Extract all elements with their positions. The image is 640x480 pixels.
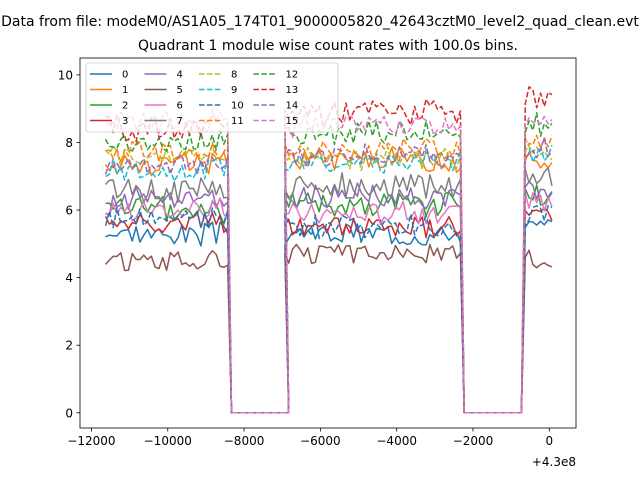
legend-label-7: 7	[177, 116, 183, 127]
x-axis: −12000 −10000 −8000 −6000 −4000 −2000 0	[67, 428, 553, 448]
y-tick-label: 2	[65, 339, 73, 353]
y-tick-label: 0	[65, 406, 73, 420]
x-tick-label: −2000	[453, 434, 494, 448]
y-tick-label: 6	[65, 204, 73, 218]
y-tick-label: 4	[65, 271, 73, 285]
legend-label-15: 15	[286, 116, 299, 127]
x-tick-label: −4000	[376, 434, 417, 448]
series-line-14	[104, 137, 553, 414]
legend-label-12: 12	[286, 70, 299, 81]
legend-label-9: 9	[231, 85, 237, 96]
legend-label-0: 0	[122, 70, 128, 81]
legend-label-3: 3	[122, 116, 128, 127]
legend-label-4: 4	[177, 70, 183, 81]
y-axis: 0 2 4 6 8 10	[58, 68, 80, 420]
axes-frame	[79, 57, 577, 429]
legend-label-8: 8	[231, 70, 237, 81]
x-tick-label: −12000	[67, 434, 115, 448]
legend-frame	[85, 62, 339, 133]
axes-title: Quadrant 1 module wise count rates with …	[138, 38, 518, 54]
x-tick-label: −6000	[300, 434, 341, 448]
legend-label-2: 2	[122, 101, 128, 112]
figure-suptitle: Data from file: modeM0/AS1A05_174T01_900…	[1, 14, 639, 30]
legend-label-1: 1	[122, 85, 128, 96]
legend-label-13: 13	[286, 85, 299, 96]
legend-label-11: 11	[231, 116, 244, 127]
y-tick-label: 8	[65, 136, 73, 150]
x-offset-label: +4.3e8	[532, 455, 576, 469]
x-tick-label: −10000	[144, 434, 192, 448]
x-tick-label: 0	[545, 434, 553, 448]
legend-label-5: 5	[177, 85, 183, 96]
series-line-12	[104, 112, 553, 414]
y-tick-label: 10	[58, 68, 73, 82]
legend-label-14: 14	[286, 101, 299, 112]
legend-label-10: 10	[231, 101, 244, 112]
legend-label-6: 6	[177, 101, 183, 112]
x-tick-label: −8000	[224, 434, 265, 448]
